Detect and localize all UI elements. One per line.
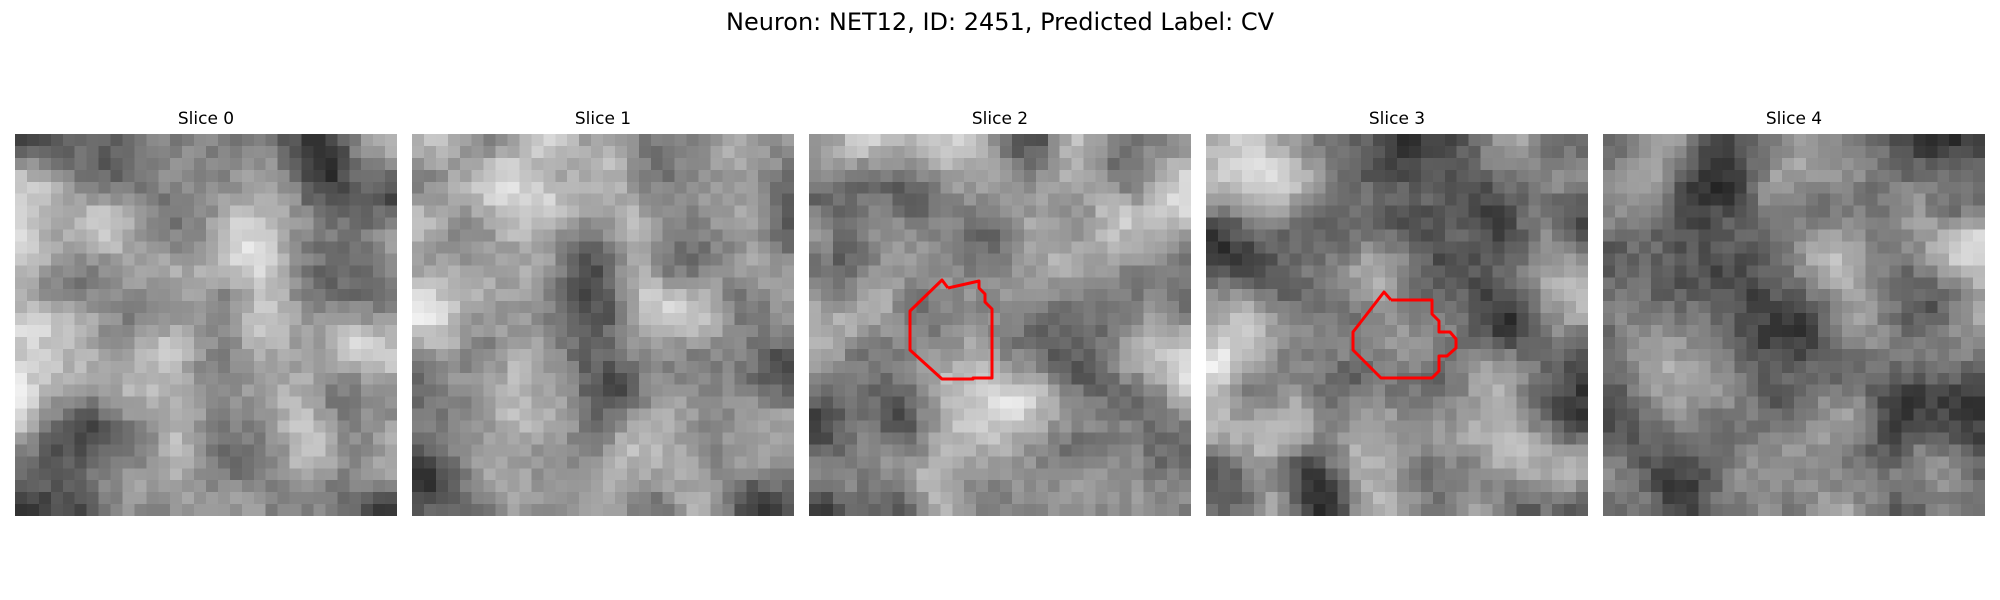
figure-title: Neuron: NET12, ID: 2451, Predicted Label… — [726, 8, 1274, 36]
slice-image — [412, 134, 794, 516]
roi-contour — [908, 278, 994, 381]
slice-panel-0: Slice 0 — [15, 104, 397, 516]
slice-title: Slice 2 — [971, 109, 1029, 129]
slice-image — [809, 134, 1191, 516]
slice-panel-1: Slice 1 — [412, 104, 794, 516]
slice-title: Slice 4 — [1765, 109, 1823, 129]
roi-contour — [1351, 290, 1458, 380]
slice-image — [1206, 134, 1588, 516]
slice-image — [1603, 134, 1985, 516]
slice-image — [15, 134, 397, 516]
slice-panel-3: Slice 3 — [1206, 104, 1588, 516]
slice-title: Slice 3 — [1368, 109, 1426, 129]
slice-panel-4: Slice 4 — [1603, 104, 1985, 516]
slice-title: Slice 1 — [574, 109, 632, 129]
slice-title: Slice 0 — [177, 109, 235, 129]
slice-panel-2: Slice 2 — [809, 104, 1191, 516]
